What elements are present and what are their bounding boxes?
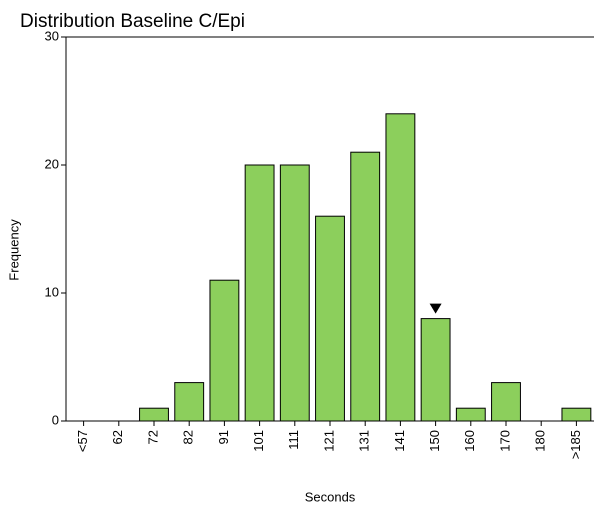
- x-tick-label: 82: [181, 430, 196, 444]
- x-tick-label: 131: [357, 430, 372, 452]
- x-tick-label: 170: [497, 430, 512, 452]
- bar: [139, 407, 169, 422]
- x-tick-label: 160: [462, 430, 477, 452]
- x-tick-label: 141: [392, 430, 407, 452]
- x-tick-label: 111: [286, 430, 301, 450]
- x-tick-label: 121: [321, 430, 336, 452]
- x-axis-label: Seconds: [305, 489, 356, 504]
- bar: [279, 164, 310, 422]
- x-tick-label: 180: [533, 430, 548, 452]
- bar: [491, 382, 521, 422]
- x-tick-label: <57: [75, 430, 90, 452]
- x-tick-label: 72: [145, 430, 160, 444]
- x-tick-label: >185: [568, 430, 583, 459]
- bar: [315, 215, 345, 422]
- bar: [174, 382, 205, 422]
- bar: [420, 318, 451, 422]
- bar: [244, 164, 275, 422]
- bar: [209, 279, 240, 422]
- x-tick-label: 101: [251, 430, 266, 452]
- bar: [561, 407, 592, 422]
- y-axis-label: Frequency: [6, 219, 21, 281]
- y-tick-label: 30: [45, 28, 59, 43]
- bar: [350, 151, 381, 422]
- bar: [455, 407, 486, 422]
- marker: [429, 303, 442, 314]
- x-tick-label: 62: [110, 430, 125, 444]
- y-tick-label: 10: [45, 284, 59, 299]
- x-tick-label: 91: [216, 430, 231, 444]
- y-tick-label: 0: [52, 412, 59, 427]
- y-tick-label: 20: [45, 156, 59, 171]
- x-tick-label: 150: [427, 430, 442, 452]
- bar: [385, 113, 416, 422]
- chart-title: Distribution Baseline C/Epi: [20, 11, 245, 32]
